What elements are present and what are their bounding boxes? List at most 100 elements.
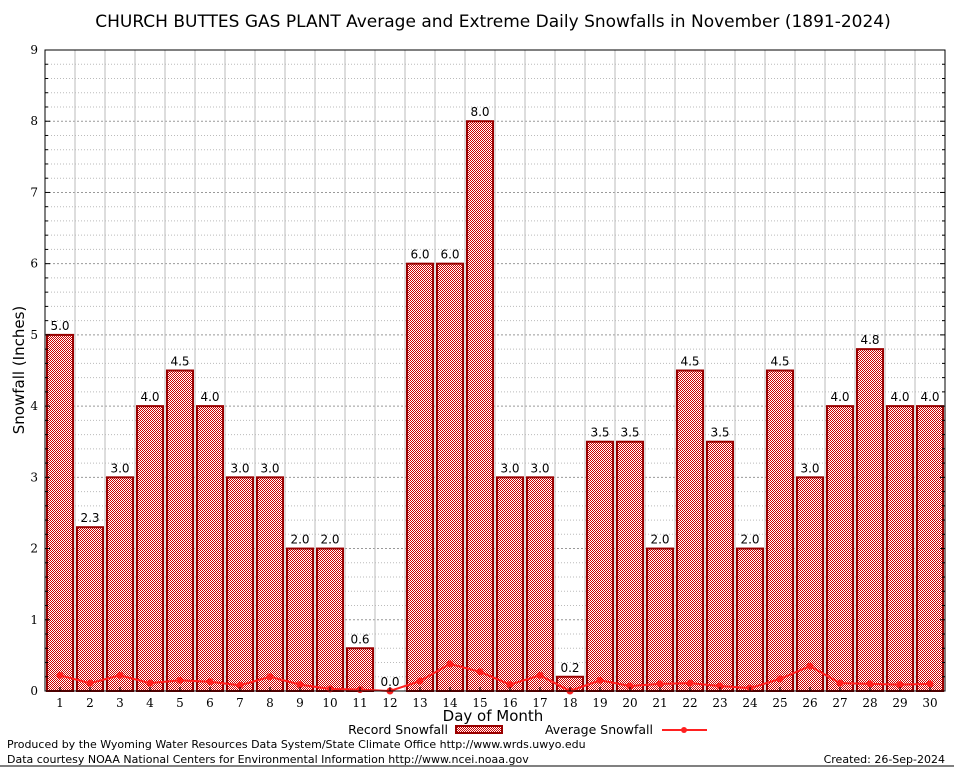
x-axis-label: Day of Month xyxy=(443,707,544,725)
record-bar xyxy=(886,405,914,692)
average-point xyxy=(206,678,214,686)
y-axis: 0 1 2 3 4 5 6 7 8 9 xyxy=(30,43,945,698)
average-point xyxy=(716,682,724,690)
x-tick-label: 17 xyxy=(532,696,547,710)
x-tick-label: 16 xyxy=(502,696,517,710)
bar-data-label: 5.0 xyxy=(50,319,69,333)
x-tick-label: 7 xyxy=(236,696,244,710)
average-point xyxy=(506,681,514,689)
record-bar xyxy=(466,120,494,692)
average-point xyxy=(926,680,934,688)
bar-data-label: 3.5 xyxy=(590,426,609,440)
chart-title: CHURCH BUTTES GAS PLANT Average and Extr… xyxy=(95,12,891,32)
record-bar xyxy=(796,476,824,693)
bar-data-label: 2.0 xyxy=(650,533,669,547)
record-bar xyxy=(496,476,524,693)
bar-data-label: 4.0 xyxy=(140,390,159,404)
y-axis-label: Snowfall (Inches) xyxy=(10,306,28,434)
y-tick-label: 2 xyxy=(30,542,38,556)
average-point xyxy=(446,660,454,668)
bar-data-label: 3.0 xyxy=(230,461,249,475)
average-point xyxy=(536,671,544,679)
bar-data-label: 4.0 xyxy=(200,390,219,404)
bar-data-label: 4.5 xyxy=(770,355,789,369)
bar-data-label: 6.0 xyxy=(440,248,459,262)
average-point xyxy=(656,680,664,688)
bar-data-label: 2.0 xyxy=(320,533,339,547)
average-point xyxy=(626,682,634,690)
x-tick-label: 13 xyxy=(412,696,427,710)
record-bar xyxy=(586,440,614,692)
bar-data-label: 4.0 xyxy=(830,390,849,404)
record-bar xyxy=(856,348,884,692)
average-point xyxy=(176,676,184,684)
record-bar xyxy=(196,405,224,692)
bar-data-label: 3.0 xyxy=(110,461,129,475)
x-tick-label: 5 xyxy=(176,696,184,710)
x-tick-label: 9 xyxy=(296,696,304,710)
bar-data-label: 2.0 xyxy=(290,533,309,547)
x-tick-label: 10 xyxy=(322,696,337,710)
bars: 5.0 2.3 3.0 4.0 4.5 4.0 3.0 3.0 2.0 2.0 0.6 0.0 6.0 6… xyxy=(46,105,944,693)
bar-data-label: 4.0 xyxy=(890,390,909,404)
x-tick-label: 11 xyxy=(352,696,367,710)
record-bar xyxy=(256,476,284,693)
x-tick-label: 24 xyxy=(742,696,758,710)
bar-data-label: 2.0 xyxy=(740,533,759,547)
x-tick-label: 1 xyxy=(56,696,64,710)
footer-data-courtesy: Data courtesy NOAA National Centers for … xyxy=(7,753,529,766)
bar-data-label: 3.5 xyxy=(710,426,729,440)
x-axis: 1 2 3 4 5 6 7 8 9 10 11 12 13 14 15 16 17 18 19 20 21 22 23 24 2… xyxy=(56,687,938,710)
record-bar xyxy=(316,547,344,692)
record-bar xyxy=(736,547,764,692)
y-tick-label: 4 xyxy=(30,399,38,413)
average-point xyxy=(476,668,484,676)
bar-data-label: 3.0 xyxy=(800,461,819,475)
x-tick-label: 6 xyxy=(206,696,214,710)
average-point xyxy=(776,675,784,683)
x-tick-label: 12 xyxy=(382,696,397,710)
record-bar xyxy=(406,262,434,692)
bar-data-label: 3.0 xyxy=(530,461,549,475)
record-bar xyxy=(286,547,314,692)
x-tick-label: 19 xyxy=(592,696,607,710)
bar-data-label: 4.8 xyxy=(860,333,879,347)
record-bar xyxy=(106,476,134,693)
average-point xyxy=(896,681,904,689)
average-point xyxy=(236,681,244,689)
legend-average-label: Average Snowfall xyxy=(545,722,653,737)
bar-data-label: 3.0 xyxy=(500,461,519,475)
x-tick-label: 20 xyxy=(622,696,637,710)
average-point xyxy=(266,673,274,681)
bar-data-label: 2.3 xyxy=(80,511,99,525)
average-point xyxy=(806,662,814,670)
record-bar xyxy=(826,405,854,692)
bar-data-label: 0.6 xyxy=(350,632,369,646)
x-tick-label: 28 xyxy=(862,696,877,710)
x-tick-label: 29 xyxy=(892,696,907,710)
record-bar xyxy=(766,369,794,692)
legend-record-label: Record Snowfall xyxy=(348,722,448,737)
bar-data-label: 0.0 xyxy=(380,675,399,689)
average-point xyxy=(296,681,304,689)
record-bar xyxy=(46,333,74,692)
record-bar xyxy=(646,547,674,692)
record-bar xyxy=(136,405,164,692)
record-bar xyxy=(526,476,554,693)
record-bar xyxy=(76,526,104,693)
average-point xyxy=(686,679,694,687)
record-bar xyxy=(166,369,194,692)
x-tick-label: 2 xyxy=(86,696,94,710)
y-tick-label: 7 xyxy=(30,185,38,199)
bar-data-label: 4.5 xyxy=(170,355,189,369)
legend: Record Snowfall Average Snowfall xyxy=(348,722,707,737)
x-tick-label: 25 xyxy=(772,696,787,710)
plot-frame xyxy=(44,49,946,692)
record-bar xyxy=(346,647,374,692)
record-bar xyxy=(226,476,254,693)
y-tick-label: 0 xyxy=(30,684,38,698)
average-point xyxy=(866,680,874,688)
x-tick-label: 23 xyxy=(712,696,727,710)
y-tick-label: 1 xyxy=(30,613,38,627)
